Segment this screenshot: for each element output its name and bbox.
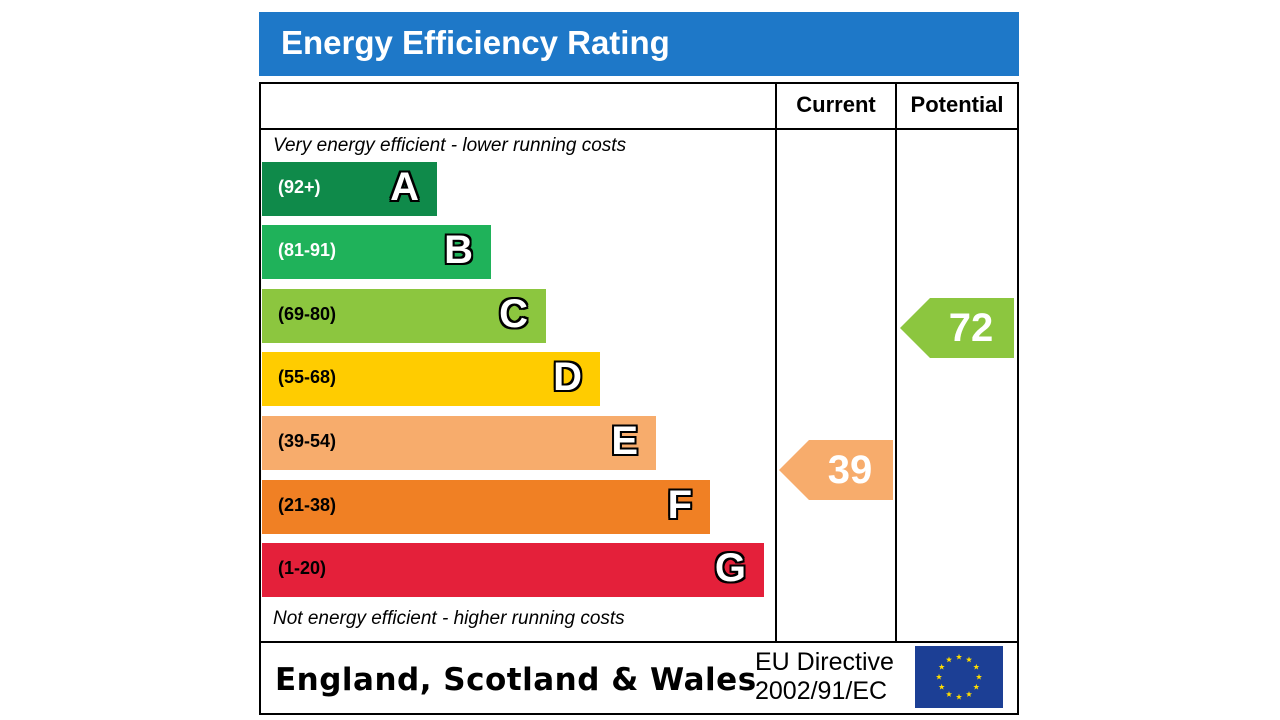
band-range-label: (21-38) bbox=[278, 495, 337, 515]
eu-star-icon bbox=[973, 683, 980, 690]
band-range-label: (39-54) bbox=[278, 431, 337, 451]
eu-flag-icon bbox=[915, 646, 1003, 708]
chart-title: Energy Efficiency Rating bbox=[281, 24, 670, 61]
eu-star-icon bbox=[938, 663, 945, 670]
eu-star-icon bbox=[935, 673, 943, 680]
eu-directive: EU Directive 2002/91/EC bbox=[755, 648, 894, 706]
header-divider bbox=[261, 128, 1017, 130]
eu-star-icon bbox=[965, 656, 973, 663]
rating-band-a: (92+) A bbox=[262, 162, 437, 216]
potential-rating-arrow: 72 bbox=[900, 298, 1014, 358]
band-letter: A bbox=[390, 165, 419, 209]
eu-star-icon bbox=[965, 691, 973, 697]
band-letter: E bbox=[611, 419, 638, 463]
band-letter: D bbox=[553, 355, 582, 399]
eu-star-icon bbox=[938, 683, 945, 690]
band-letter: C bbox=[499, 292, 528, 336]
eu-star-icon bbox=[945, 656, 953, 663]
current-rating-arrow: 39 bbox=[779, 440, 893, 500]
band-range-label: (55-68) bbox=[278, 367, 337, 387]
eu-directive-line1: EU Directive bbox=[755, 648, 894, 676]
rating-band-d: (55-68) D bbox=[262, 352, 600, 406]
potential-column-divider bbox=[895, 84, 897, 641]
band-letter: B bbox=[444, 228, 473, 272]
potential-column-header: Potential bbox=[910, 92, 1004, 117]
band-letter: F bbox=[667, 483, 692, 527]
title-bar: Energy Efficiency Rating bbox=[259, 12, 1019, 76]
eu-star-icon bbox=[973, 663, 980, 670]
band-range-label: (81-91) bbox=[278, 240, 337, 260]
caption-not-efficient: Not energy efficient - higher running co… bbox=[273, 608, 625, 629]
band-range-label: (92+) bbox=[278, 177, 321, 197]
band-letter: G bbox=[714, 546, 746, 590]
rating-band-b: (81-91) B bbox=[262, 225, 491, 279]
current-rating-value: 39 bbox=[827, 448, 873, 492]
eu-star-icon bbox=[955, 693, 963, 700]
rating-band-e: (39-54) E bbox=[262, 416, 656, 470]
rating-band-f: (21-38) F bbox=[262, 480, 710, 534]
footer-region: England, Scotland & Wales bbox=[275, 662, 757, 698]
rating-chart-frame: Current Potential Very energy efficient … bbox=[259, 82, 1019, 715]
current-arrow-shape bbox=[779, 440, 893, 500]
eu-star-icon bbox=[955, 653, 963, 660]
potential-rating-value: 72 bbox=[948, 306, 994, 350]
eu-star-icon bbox=[945, 691, 953, 697]
band-range-label: (69-80) bbox=[278, 304, 337, 324]
eu-star-icon bbox=[975, 673, 983, 680]
rating-band-c: (69-80) C bbox=[262, 289, 546, 343]
current-column-header: Current bbox=[796, 92, 876, 117]
current-column-divider bbox=[775, 84, 777, 641]
caption-very-efficient: Very energy efficient - lower running co… bbox=[273, 135, 627, 156]
footer-divider bbox=[261, 641, 1017, 643]
rating-band-g: (1-20) G bbox=[262, 543, 764, 597]
band-range-label: (1-20) bbox=[278, 558, 327, 578]
eu-directive-line2: 2002/91/EC bbox=[755, 677, 888, 705]
potential-arrow-shape bbox=[900, 298, 1014, 358]
